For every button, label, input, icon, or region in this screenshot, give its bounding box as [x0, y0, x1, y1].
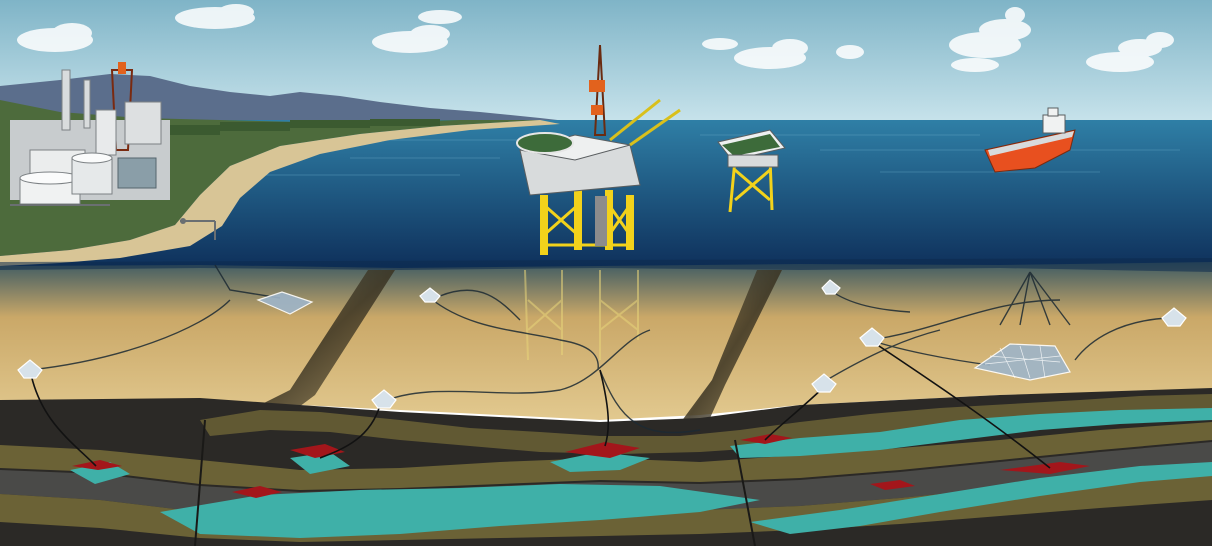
subsea-template-grid — [984, 345, 1061, 379]
water-reservoir — [160, 484, 760, 538]
oil-reservoir — [870, 480, 915, 490]
offshore-production-platform — [516, 44, 681, 255]
subsea-wellhead — [1161, 307, 1187, 327]
seabed-trench-left — [230, 270, 395, 430]
subsea-wellhead — [821, 279, 841, 295]
water-reservoir — [750, 462, 1212, 534]
geological-strata — [0, 388, 1212, 546]
oil-reservoir — [565, 442, 640, 458]
platform-jacket-reflection — [524, 269, 639, 361]
shuttle-tanker — [984, 107, 1076, 173]
oil-reservoir — [1000, 462, 1090, 474]
seabed-trench-right — [675, 270, 782, 440]
oil-reservoir — [232, 486, 282, 498]
subsea-wellhead — [419, 287, 441, 303]
subsea-wellheads — [17, 279, 1187, 409]
shoreline-trees — [160, 119, 440, 135]
fault-line — [734, 439, 756, 546]
subsea-template — [256, 291, 1071, 381]
flowlines — [29, 264, 1171, 434]
subsea-wellhead — [811, 373, 837, 393]
subsea-wellhead — [859, 327, 885, 347]
water-reservoir — [730, 408, 1212, 458]
offshore-wellhead-platform — [717, 129, 786, 213]
water-reservoir — [550, 452, 650, 472]
fault-line — [194, 419, 206, 546]
clouds — [17, 4, 1174, 72]
seabed-shadow — [0, 258, 1212, 272]
subsea-wellhead — [371, 389, 397, 409]
oil-reservoir — [290, 444, 345, 458]
water-reservoir — [290, 452, 350, 474]
beach — [0, 120, 560, 266]
oil-reservoir — [72, 460, 122, 470]
onshore-processing-plant — [10, 62, 216, 240]
subsea-wellhead — [17, 359, 43, 379]
